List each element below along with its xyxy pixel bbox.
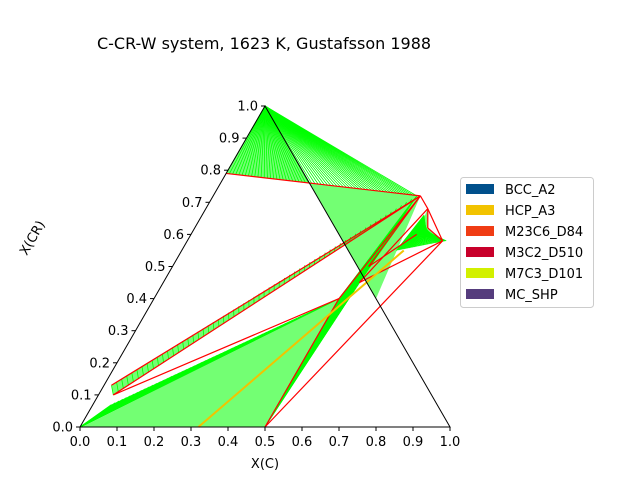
phase-boundary bbox=[358, 208, 429, 283]
legend-label: MC_SHP bbox=[505, 288, 558, 303]
phase-boundary bbox=[111, 195, 421, 386]
x-tick-label: 1.0 bbox=[440, 435, 461, 450]
y-tick-label: 0.8 bbox=[200, 164, 221, 179]
phase-boundary bbox=[113, 298, 340, 396]
phase-boundary bbox=[427, 227, 443, 242]
legend-label: HCP_A3 bbox=[505, 204, 555, 219]
y-tick-label: 0.0 bbox=[52, 421, 73, 436]
x-tick-label: 0.4 bbox=[218, 435, 239, 450]
legend-swatch bbox=[466, 247, 494, 257]
y-axis-label: X(CR) bbox=[17, 218, 49, 258]
hcp-boundary bbox=[197, 249, 405, 428]
tieline-region bbox=[80, 298, 339, 427]
tieline-region bbox=[226, 106, 421, 299]
y-tick-label: 0.5 bbox=[145, 260, 166, 275]
x-tick-label: 0.5 bbox=[255, 435, 276, 450]
legend-swatch bbox=[466, 268, 494, 278]
phase-boundaries bbox=[111, 172, 444, 428]
y-tick-label: 0.4 bbox=[126, 292, 147, 307]
x-tick-label: 0.9 bbox=[403, 435, 424, 450]
chart-title: C-CR-W system, 1623 K, Gustafsson 1988 bbox=[97, 34, 431, 53]
y-tick-label: 1.0 bbox=[237, 100, 258, 115]
legend-swatch bbox=[466, 226, 494, 236]
x-tick-label: 0.0 bbox=[70, 435, 91, 450]
legend-label: M7C3_D101 bbox=[505, 267, 583, 282]
legend-label: BCC_A2 bbox=[505, 183, 556, 198]
tieline bbox=[264, 105, 417, 197]
x-tick-label: 0.6 bbox=[292, 435, 313, 450]
phase-boundary bbox=[264, 298, 340, 428]
y-axis-ticks: 0.0 0.1 0.2 0.3 0.4 0.5 0.6 0.7 0.8 0.9 1.0 bbox=[52, 100, 265, 436]
phase-boundary bbox=[368, 195, 421, 267]
legend-swatch bbox=[466, 205, 494, 215]
x-axis-label: X(C) bbox=[251, 457, 279, 472]
phase-boundary bbox=[226, 172, 421, 197]
legend: BCC_A2 HCP_A3 M23C6_D84 M3C2_D510 M7C3_D101 M… bbox=[460, 177, 594, 308]
x-axis-ticks: 0.0 0.1 0.2 0.3 0.4 0.5 0.6 0.7 0.8 0.9 1.0 bbox=[70, 427, 461, 450]
x-tick-label: 0.1 bbox=[107, 435, 128, 450]
legend-swatch bbox=[466, 184, 494, 194]
phase-boundary bbox=[338, 195, 421, 299]
legend-swatch bbox=[466, 289, 494, 299]
legend-label: M3C2_D510 bbox=[505, 246, 583, 261]
y-tick-label: 0.3 bbox=[108, 324, 129, 339]
phase-boundary bbox=[112, 195, 421, 396]
phase-boundary bbox=[419, 195, 429, 210]
tieline-region bbox=[416, 208, 443, 241]
y-tick-label: 0.9 bbox=[219, 132, 240, 147]
y-tick-label: 0.7 bbox=[182, 196, 203, 211]
tieline bbox=[264, 105, 316, 185]
y-tick-label: 0.2 bbox=[89, 356, 110, 371]
y-tick-label: 0.1 bbox=[71, 388, 92, 403]
x-tick-label: 0.7 bbox=[329, 435, 350, 450]
x-tick-label: 0.8 bbox=[366, 435, 387, 450]
x-tick-label: 0.2 bbox=[144, 435, 165, 450]
phase-boundary bbox=[368, 233, 418, 267]
phase-boundary bbox=[427, 208, 444, 242]
phase-boundary bbox=[264, 240, 444, 428]
x-tick-label: 0.3 bbox=[181, 435, 202, 450]
legend-label: M23C6_D84 bbox=[505, 225, 583, 240]
y-tick-label: 0.6 bbox=[163, 228, 184, 243]
